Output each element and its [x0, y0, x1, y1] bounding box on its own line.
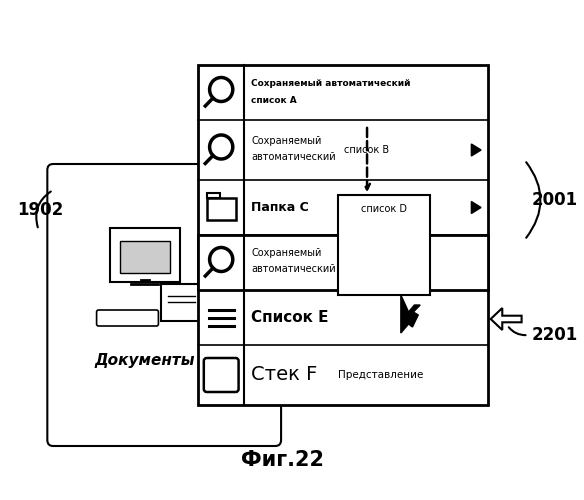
- Bar: [207, 192, 220, 198]
- Text: список А: список А: [251, 96, 297, 105]
- FancyBboxPatch shape: [47, 164, 281, 446]
- Polygon shape: [491, 308, 522, 330]
- Text: Сохраняемый: Сохраняемый: [251, 136, 322, 146]
- Text: Список Е: Список Е: [251, 310, 329, 325]
- Text: Представление: Представление: [338, 370, 423, 380]
- Text: список B: список B: [345, 145, 390, 155]
- FancyBboxPatch shape: [198, 65, 488, 405]
- Text: Стек F: Стек F: [251, 366, 318, 384]
- FancyBboxPatch shape: [110, 228, 180, 282]
- FancyBboxPatch shape: [161, 284, 202, 321]
- FancyBboxPatch shape: [204, 358, 239, 392]
- Text: автоматический: автоматический: [251, 264, 336, 274]
- Text: Фиг.22: Фиг.22: [241, 450, 324, 470]
- FancyBboxPatch shape: [120, 241, 170, 273]
- FancyBboxPatch shape: [96, 310, 158, 326]
- Text: Папка С: Папка С: [251, 201, 309, 214]
- Polygon shape: [401, 295, 420, 333]
- Text: Сохраняемый: Сохраняемый: [251, 248, 322, 258]
- Text: 2201: 2201: [531, 326, 578, 344]
- FancyBboxPatch shape: [338, 195, 430, 295]
- Text: Сохраняемый автоматический: Сохраняемый автоматический: [251, 79, 411, 88]
- Text: автоматический: автоматический: [251, 152, 336, 162]
- Text: 2001: 2001: [531, 191, 578, 209]
- Polygon shape: [471, 202, 481, 213]
- Polygon shape: [471, 144, 481, 156]
- FancyBboxPatch shape: [198, 235, 488, 290]
- Text: 1902: 1902: [18, 201, 64, 219]
- Text: список D: список D: [361, 204, 407, 214]
- Text: Документы: Документы: [95, 352, 195, 368]
- Bar: [207, 198, 236, 220]
